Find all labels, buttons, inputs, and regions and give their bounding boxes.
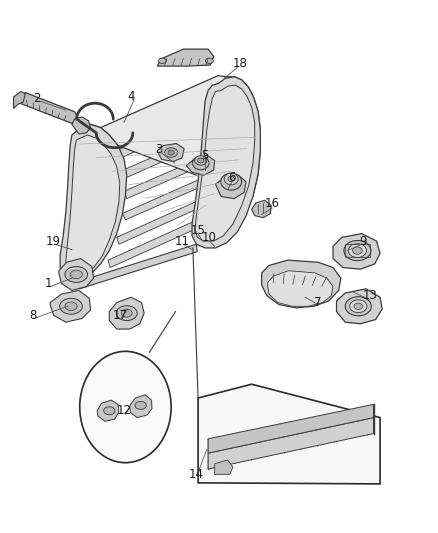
Ellipse shape (65, 266, 88, 282)
Polygon shape (110, 297, 144, 329)
Ellipse shape (350, 300, 367, 313)
Polygon shape (124, 140, 244, 199)
Polygon shape (123, 119, 243, 177)
Text: 1: 1 (45, 277, 52, 290)
Polygon shape (157, 49, 214, 66)
Text: 9: 9 (360, 235, 367, 247)
Text: 3: 3 (155, 143, 162, 156)
Text: 7: 7 (314, 296, 322, 309)
Text: 13: 13 (363, 289, 378, 302)
Circle shape (80, 351, 171, 463)
Ellipse shape (104, 407, 115, 415)
Polygon shape (59, 259, 94, 290)
Polygon shape (261, 260, 341, 308)
Polygon shape (252, 200, 271, 217)
Polygon shape (108, 207, 228, 268)
Polygon shape (192, 77, 260, 248)
Ellipse shape (165, 148, 178, 157)
Polygon shape (60, 124, 127, 281)
Ellipse shape (224, 173, 238, 185)
Ellipse shape (65, 302, 77, 311)
Ellipse shape (70, 270, 82, 279)
Text: 5: 5 (201, 149, 209, 161)
Text: 17: 17 (112, 309, 127, 322)
Text: 4: 4 (127, 90, 135, 103)
Ellipse shape (205, 58, 213, 63)
Ellipse shape (345, 297, 371, 316)
Polygon shape (74, 76, 260, 197)
Polygon shape (14, 92, 25, 109)
Text: 2: 2 (33, 92, 41, 105)
Polygon shape (101, 84, 221, 144)
Polygon shape (195, 85, 254, 241)
Polygon shape (118, 98, 239, 158)
Ellipse shape (348, 244, 367, 257)
Text: 18: 18 (233, 58, 247, 70)
Polygon shape (50, 290, 91, 322)
Ellipse shape (198, 158, 204, 163)
Text: 10: 10 (202, 231, 217, 244)
Text: 6: 6 (228, 171, 236, 184)
Text: 12: 12 (117, 404, 132, 417)
Polygon shape (208, 405, 374, 453)
Text: 16: 16 (265, 197, 279, 211)
Polygon shape (66, 135, 120, 278)
Polygon shape (122, 161, 243, 220)
Polygon shape (333, 233, 380, 269)
Polygon shape (336, 289, 382, 324)
Text: 15: 15 (191, 224, 205, 237)
Ellipse shape (135, 401, 146, 409)
Ellipse shape (192, 157, 209, 169)
Polygon shape (268, 271, 333, 306)
Polygon shape (215, 460, 233, 474)
Polygon shape (157, 143, 184, 161)
Text: 14: 14 (189, 468, 204, 481)
Ellipse shape (121, 309, 132, 317)
Polygon shape (117, 184, 237, 244)
Text: 8: 8 (29, 309, 36, 322)
Polygon shape (15, 93, 79, 123)
Polygon shape (208, 418, 374, 469)
Ellipse shape (194, 156, 207, 165)
Ellipse shape (354, 303, 363, 310)
Polygon shape (79, 244, 197, 289)
Ellipse shape (353, 247, 362, 254)
Polygon shape (72, 117, 91, 134)
Ellipse shape (60, 298, 82, 314)
Ellipse shape (228, 176, 234, 182)
Ellipse shape (344, 240, 371, 261)
Polygon shape (130, 395, 152, 418)
Polygon shape (198, 384, 380, 484)
Polygon shape (186, 155, 215, 175)
Ellipse shape (116, 306, 137, 320)
Ellipse shape (159, 58, 166, 63)
Text: 19: 19 (45, 235, 60, 247)
Polygon shape (97, 400, 119, 421)
Ellipse shape (168, 150, 174, 155)
Text: 11: 11 (174, 235, 190, 247)
Polygon shape (215, 175, 246, 199)
Ellipse shape (221, 173, 242, 190)
